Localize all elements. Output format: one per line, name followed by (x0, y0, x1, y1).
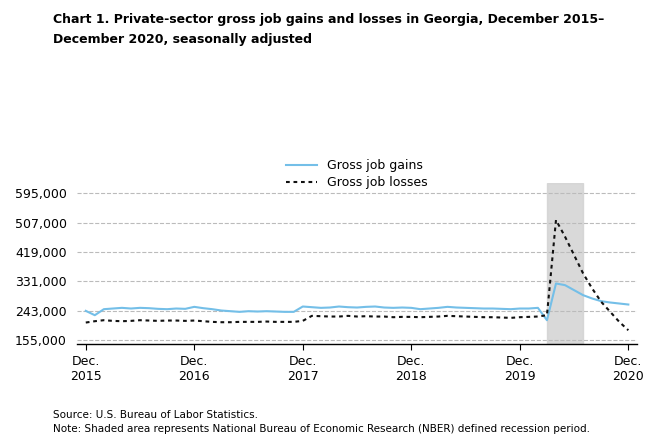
Text: Source: U.S. Bureau of Labor Statistics.: Source: U.S. Bureau of Labor Statistics. (53, 410, 258, 420)
Legend: Gross job gains, Gross job losses: Gross job gains, Gross job losses (281, 154, 433, 194)
Bar (547, 183, 583, 344)
Text: December 2020, seasonally adjusted: December 2020, seasonally adjusted (53, 33, 312, 46)
Text: Note: Shaded area represents National Bureau of Economic Research (NBER) defined: Note: Shaded area represents National Bu… (53, 423, 590, 434)
Text: Chart 1. Private-sector gross job gains and losses in Georgia, December 2015–: Chart 1. Private-sector gross job gains … (53, 13, 604, 26)
